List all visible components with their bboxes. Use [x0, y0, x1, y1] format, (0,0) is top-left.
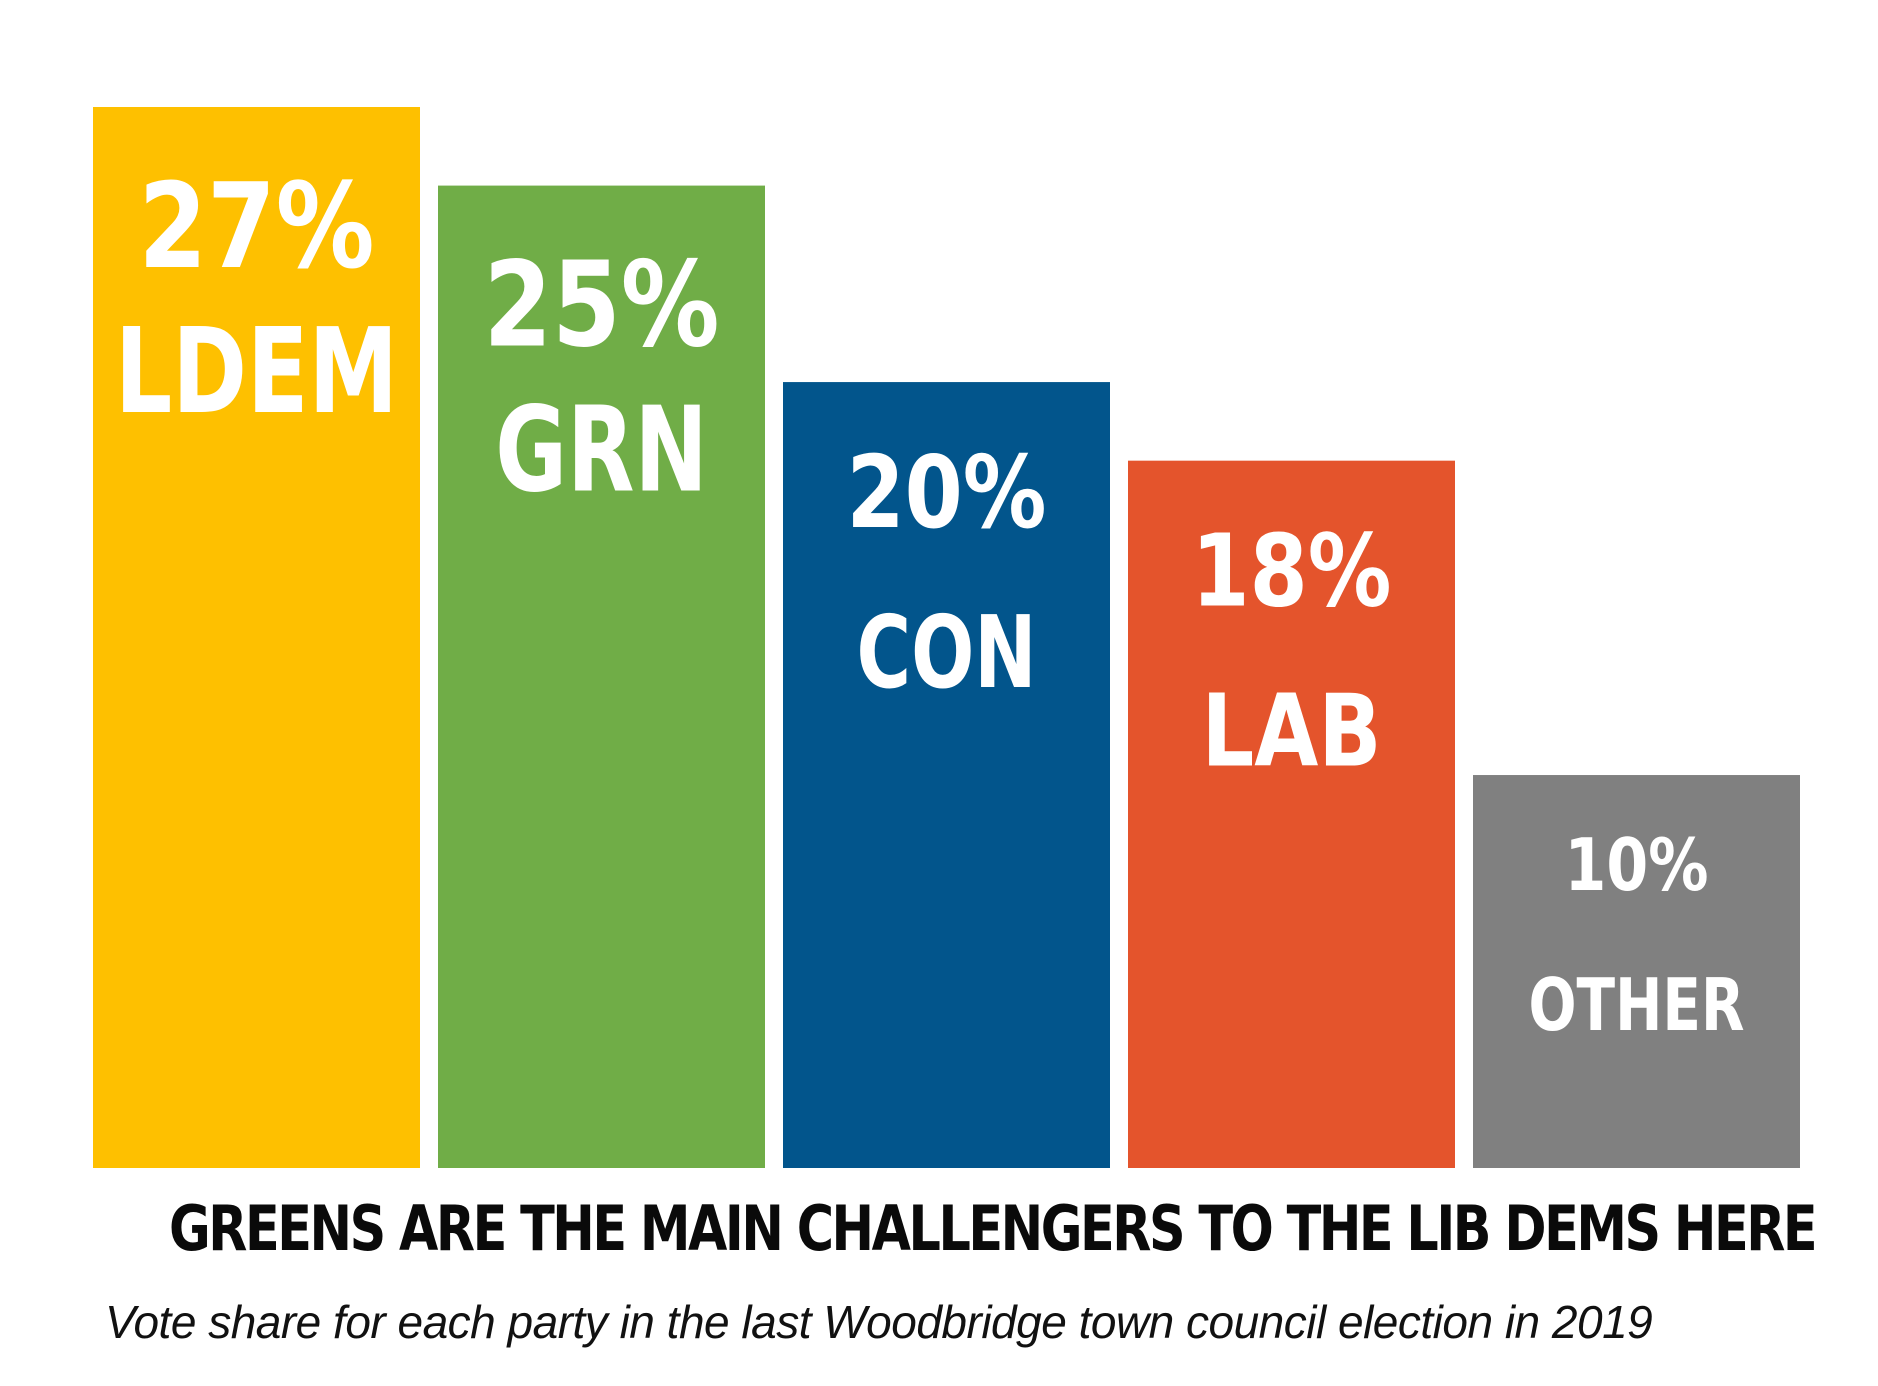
data-label-lab: 18% [1192, 513, 1392, 630]
category-label-ldem: LDEM [115, 302, 398, 440]
chart-title: GREENS ARE THE MAIN CHALLENGERS TO THE L… [169, 1192, 1818, 1265]
data-label-ldem: 27% [139, 157, 375, 295]
data-label-other: 10% [1565, 823, 1709, 907]
bar-grn [438, 185, 765, 1168]
bar-con [783, 382, 1110, 1168]
category-label-other: OTHER [1529, 963, 1745, 1047]
bar-other [1473, 775, 1800, 1168]
data-label-grn: 25% [484, 236, 720, 374]
chart-subtitle: Vote share for each party in the last Wo… [105, 1296, 1653, 1348]
category-label-lab: LAB [1202, 673, 1382, 790]
category-label-con: CON [857, 594, 1037, 711]
data-label-con: 20% [847, 434, 1047, 551]
bar-lab [1128, 460, 1455, 1169]
category-label-grn: GRN [495, 381, 707, 519]
bar-ldem [93, 107, 420, 1168]
